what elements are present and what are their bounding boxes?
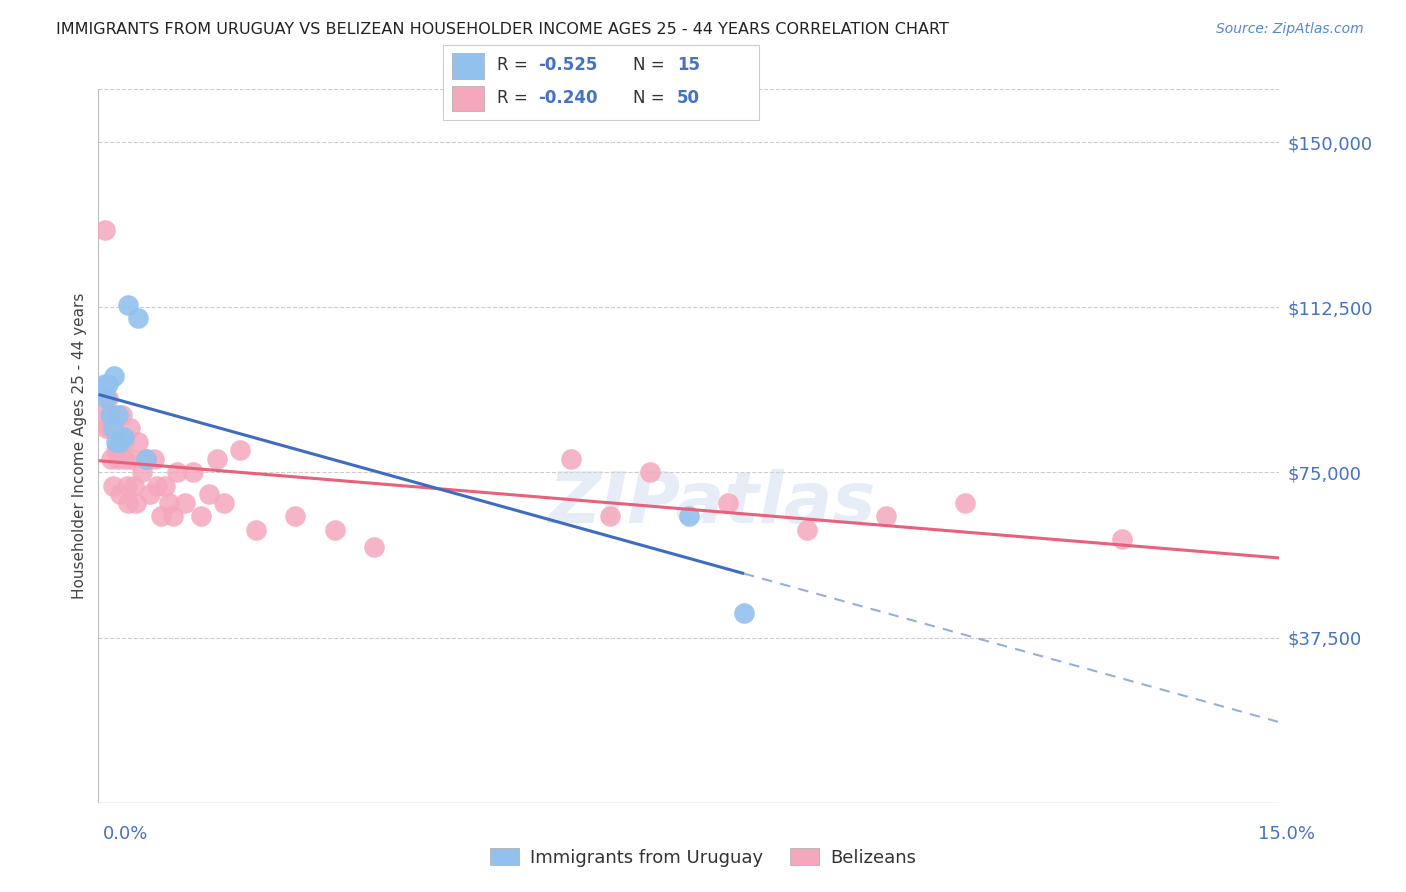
Text: 15: 15 — [678, 56, 700, 74]
Point — [953, 496, 976, 510]
Point — [717, 496, 740, 510]
Point — [104, 443, 127, 458]
Point — [174, 496, 197, 510]
Point — [142, 452, 165, 467]
Point — [96, 421, 118, 435]
Point — [97, 377, 120, 392]
Point — [284, 509, 307, 524]
Point — [599, 509, 621, 524]
Point — [214, 496, 236, 510]
Point — [197, 487, 219, 501]
Point — [166, 466, 188, 480]
Point — [111, 408, 134, 422]
Point — [131, 466, 153, 480]
Point — [98, 421, 121, 435]
Point — [93, 377, 115, 392]
Point — [181, 466, 204, 480]
Point — [125, 496, 148, 510]
Point — [127, 311, 149, 326]
Text: ZIPatlas: ZIPatlas — [548, 468, 876, 538]
Point — [101, 421, 124, 435]
Point — [98, 408, 121, 422]
Point — [733, 607, 755, 621]
Point — [103, 368, 125, 383]
Point — [112, 434, 135, 449]
Text: IMMIGRANTS FROM URUGUAY VS BELIZEAN HOUSEHOLDER INCOME AGES 25 - 44 YEARS CORREL: IMMIGRANTS FROM URUGUAY VS BELIZEAN HOUS… — [56, 22, 949, 37]
Point — [114, 452, 136, 467]
Point — [796, 523, 818, 537]
Point — [101, 478, 124, 492]
Point — [363, 541, 385, 555]
Point — [150, 509, 173, 524]
Point — [110, 487, 132, 501]
Point — [117, 298, 139, 312]
Point — [100, 452, 122, 467]
Point — [91, 408, 114, 422]
Point — [107, 408, 129, 422]
Point — [96, 391, 118, 405]
Point — [678, 509, 700, 524]
Text: R =: R = — [496, 88, 533, 107]
Y-axis label: Householder Income Ages 25 - 44 years: Householder Income Ages 25 - 44 years — [72, 293, 87, 599]
Point — [112, 430, 135, 444]
Point — [118, 421, 141, 435]
Text: Source: ZipAtlas.com: Source: ZipAtlas.com — [1216, 22, 1364, 37]
Point — [155, 478, 177, 492]
Point — [127, 434, 149, 449]
Point — [115, 478, 138, 492]
Point — [560, 452, 582, 467]
Point — [190, 509, 212, 524]
Point — [103, 408, 125, 422]
Point — [157, 496, 180, 510]
Point — [638, 466, 661, 480]
Point — [205, 452, 228, 467]
Bar — [453, 53, 484, 78]
Point — [117, 496, 139, 510]
Point — [122, 478, 145, 492]
Point — [135, 452, 157, 467]
Point — [93, 223, 115, 237]
Text: -0.525: -0.525 — [537, 56, 598, 74]
Point — [162, 509, 184, 524]
Point — [1111, 532, 1133, 546]
Point — [110, 434, 132, 449]
Point — [146, 478, 169, 492]
Point — [121, 452, 143, 467]
Point — [107, 452, 129, 467]
Text: 50: 50 — [678, 88, 700, 107]
Point — [323, 523, 346, 537]
Point — [229, 443, 252, 458]
Text: N =: N = — [633, 88, 669, 107]
Legend: Immigrants from Uruguay, Belizeans: Immigrants from Uruguay, Belizeans — [482, 841, 924, 874]
Point — [138, 487, 160, 501]
Text: R =: R = — [496, 56, 533, 74]
Point — [245, 523, 267, 537]
Text: 0.0%: 0.0% — [103, 825, 148, 843]
Point — [97, 391, 120, 405]
Point — [135, 452, 157, 467]
Text: 15.0%: 15.0% — [1257, 825, 1315, 843]
Point — [104, 434, 127, 449]
Point — [875, 509, 897, 524]
Text: N =: N = — [633, 56, 669, 74]
Bar — [453, 86, 484, 112]
Text: -0.240: -0.240 — [537, 88, 598, 107]
